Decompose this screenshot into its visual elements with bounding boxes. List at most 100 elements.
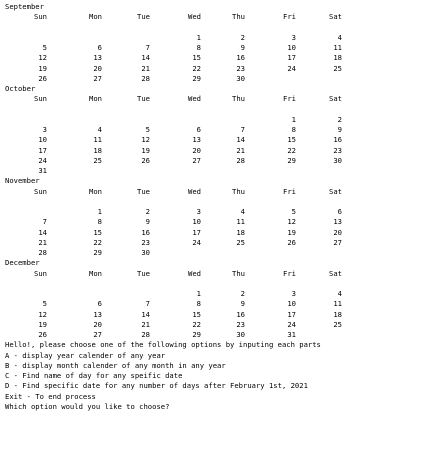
weekday-header: Thu [221,269,245,278]
month-name-label: November [5,176,40,185]
day-cell: 7 [126,299,150,308]
week-row: 1 2 3 4 [2,289,433,299]
day-cell: 7 [23,217,47,226]
day-cell: 7 [126,43,150,52]
day-cell: 21 [126,64,150,73]
day-cell: 30 [318,156,342,165]
day-cell: 17 [272,310,296,319]
weekday-header: Sat [318,187,342,196]
day-cell: 6 [318,207,342,216]
day-cell: 10 [272,43,296,52]
day-cell: 3 [272,33,296,42]
day-cell: 28 [126,330,150,339]
weekday-header: Mon [78,94,102,103]
day-cell: 6 [177,125,201,134]
week-row: 17 18 19 20 21 22 23 [2,146,433,156]
day-cell: 29 [272,156,296,165]
day-cell: 23 [318,146,342,155]
week-row: 14 15 16 17 18 19 20 [2,228,433,238]
day-cell: 3 [23,125,47,134]
day-cell: 29 [177,330,201,339]
day-cell: 22 [78,238,102,247]
weekday-header: Thu [221,12,245,21]
week-row: 3 4 5 6 7 8 9 [2,125,433,135]
month-name-label: September [5,2,44,11]
weekday-header: Sat [318,94,342,103]
day-cell: 5 [126,125,150,134]
day-cell: 30 [221,330,245,339]
day-cell: 10 [177,217,201,226]
day-cell: 2 [221,289,245,298]
weekday-header: Tue [126,94,150,103]
day-cell: 27 [177,156,201,165]
day-cell: 29 [78,248,102,257]
week-row: 26 27 28 29 30 31 [2,330,433,340]
week-row: 5 6 7 8 9 10 11 [2,43,433,53]
day-cell: 12 [272,217,296,226]
day-cell: 21 [126,320,150,329]
day-cell: 19 [126,146,150,155]
day-cell: 19 [23,320,47,329]
day-cell: 19 [23,64,47,73]
day-cell: 14 [221,135,245,144]
menu-line: C - Find name of day for any speific dat… [2,371,433,381]
day-cell: 14 [126,310,150,319]
day-cell: 9 [318,125,342,134]
day-cell: 4 [318,289,342,298]
weekday-header-row: Sun Mon Tue Wed Thu Fri Sat [2,269,433,279]
menu-line: B - display month calender of any month … [2,361,433,371]
day-cell: 27 [78,330,102,339]
day-cell: 28 [221,156,245,165]
weekday-header: Fri [272,269,296,278]
day-cell: 17 [23,146,47,155]
week-row: 24 25 26 27 28 29 30 [2,156,433,166]
day-cell: 8 [272,125,296,134]
day-cell: 6 [78,43,102,52]
day-cell: 3 [177,207,201,216]
day-cell: 18 [221,228,245,237]
day-cell: 5 [272,207,296,216]
day-cell: 2 [221,33,245,42]
day-cell: 3 [272,289,296,298]
day-cell: 2 [126,207,150,216]
day-cell: 11 [318,299,342,308]
blank-line [2,23,433,33]
day-cell: 24 [177,238,201,247]
day-cell: 4 [318,33,342,42]
day-cell: 15 [177,53,201,62]
day-cell: 27 [78,74,102,83]
week-row: 1 2 3 4 [2,33,433,43]
day-cell: 26 [23,74,47,83]
day-cell: 9 [221,43,245,52]
blank-line [2,197,433,207]
day-cell: 13 [78,310,102,319]
day-cell: 23 [126,238,150,247]
day-cell: 21 [23,238,47,247]
week-row: 19 20 21 22 23 24 25 [2,64,433,74]
week-row: 5 6 7 8 9 10 11 [2,299,433,309]
day-cell: 20 [78,64,102,73]
day-cell: 1 [78,207,102,216]
day-cell: 20 [78,320,102,329]
blank-line [2,105,433,115]
weekday-header-row: Sun Mon Tue Wed Thu Fri Sat [2,12,433,22]
month-title: November [2,176,433,186]
day-cell: 30 [221,74,245,83]
weekday-header: Fri [272,187,296,196]
menu-line: Hello!, please choose one of the followi… [2,340,433,350]
day-cell: 24 [23,156,47,165]
day-cell: 25 [318,320,342,329]
day-cell: 16 [221,310,245,319]
month-name-label: October [5,84,35,93]
day-cell: 21 [221,146,245,155]
menu-line: A - display year calender of any year [2,351,433,361]
month-title: September [2,2,433,12]
day-cell: 8 [78,217,102,226]
weekday-header: Tue [126,12,150,21]
week-row: 31 [2,166,433,176]
day-cell: 20 [318,228,342,237]
day-cell: 15 [177,310,201,319]
day-cell: 22 [272,146,296,155]
